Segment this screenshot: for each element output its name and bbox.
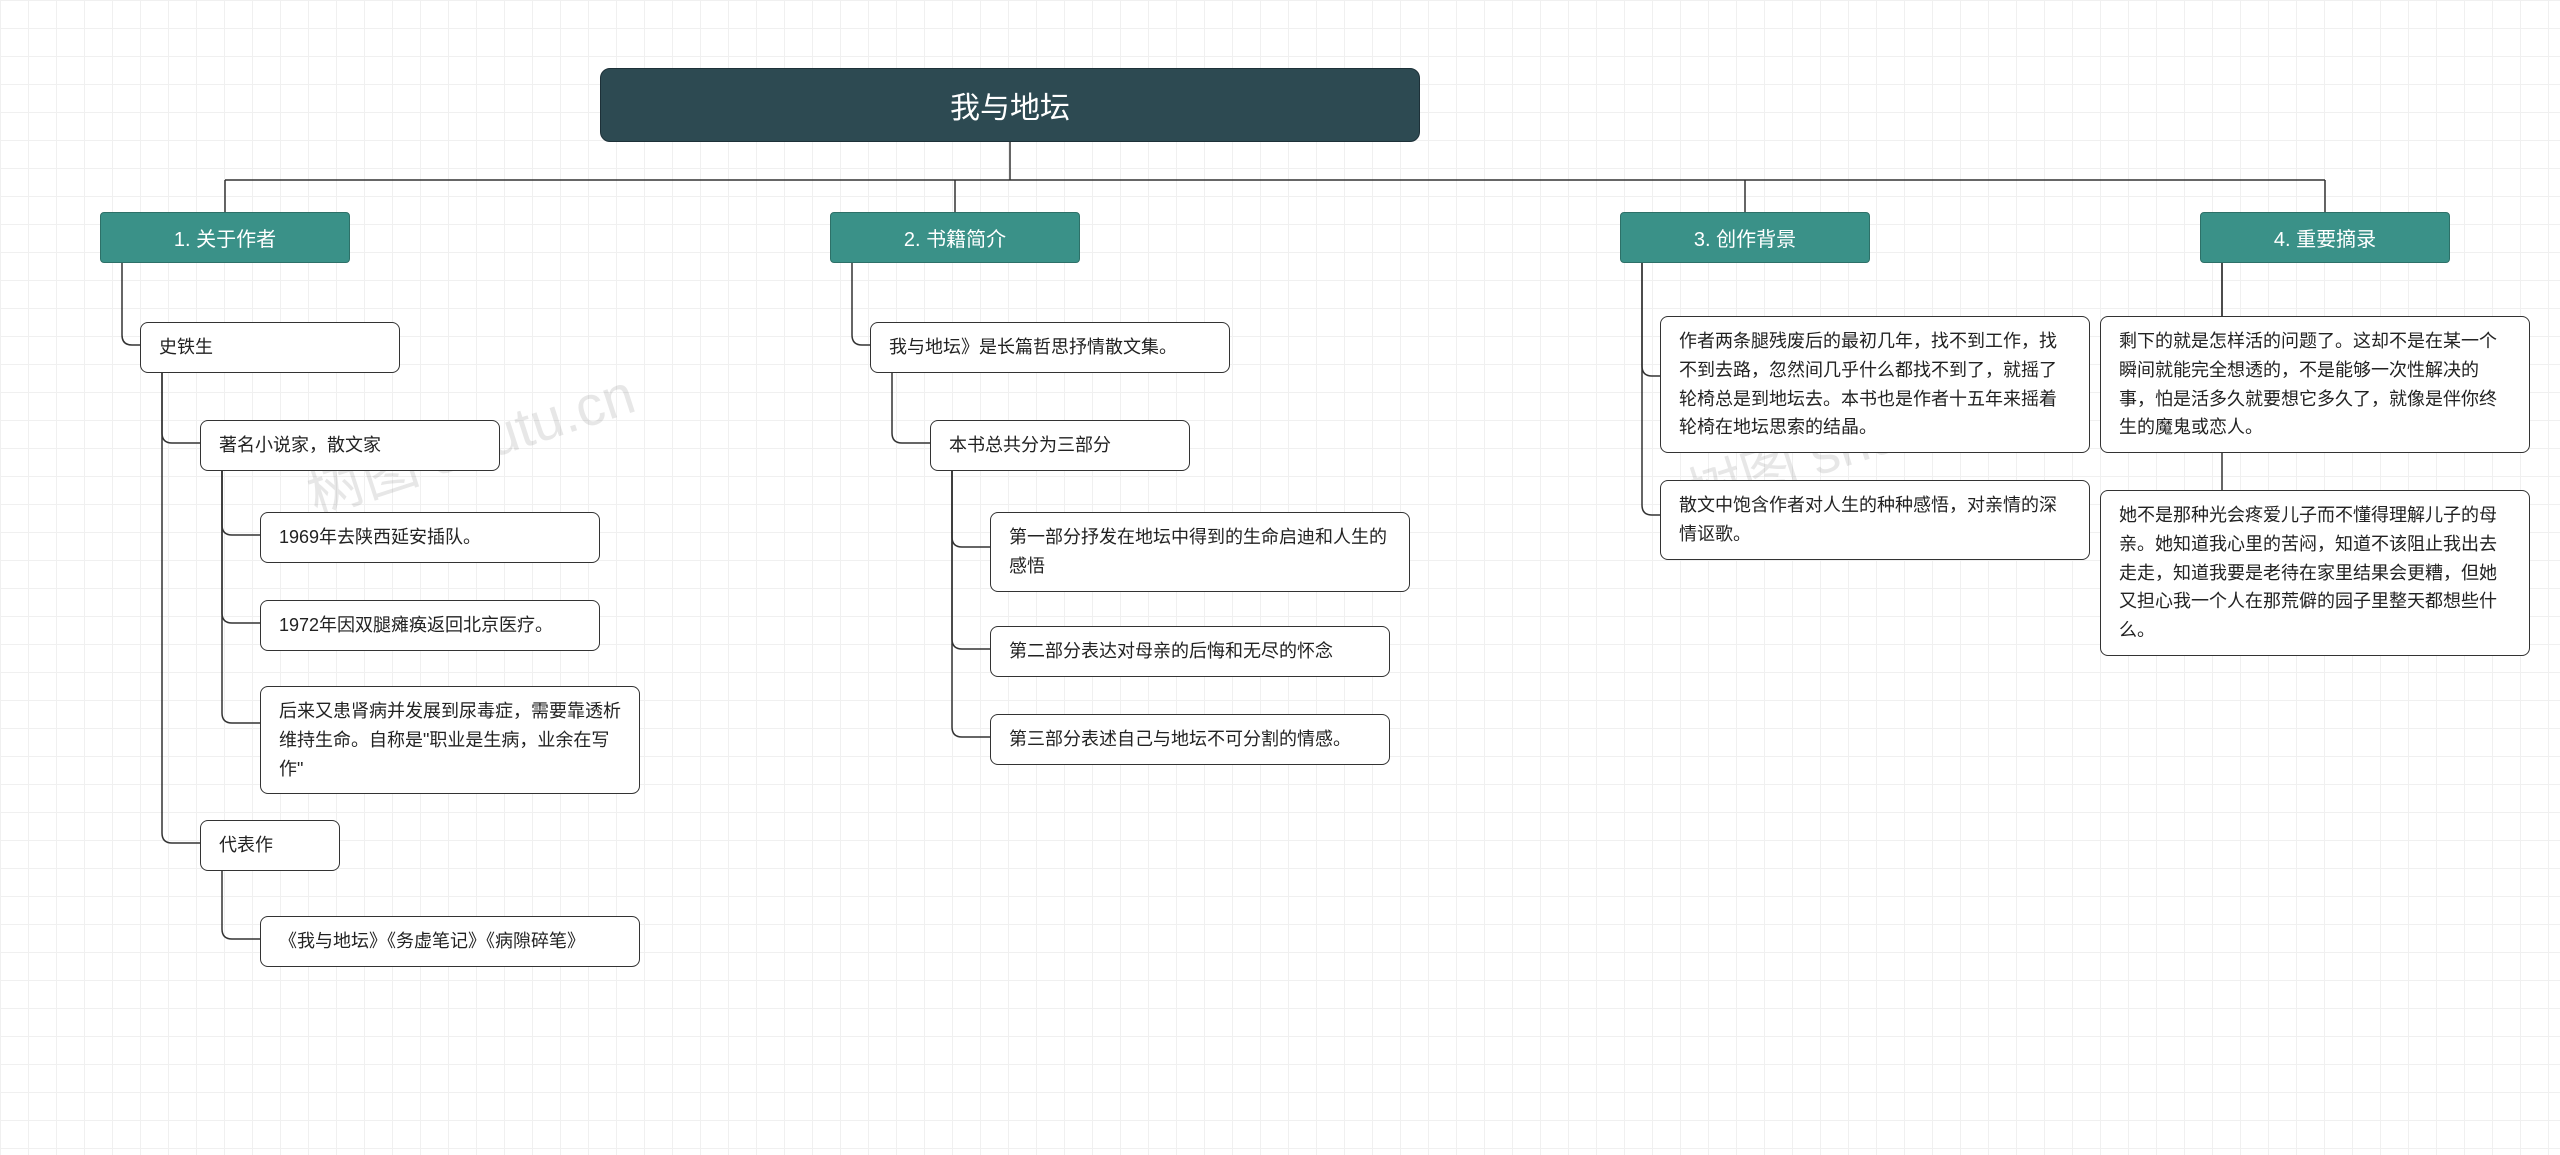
leaf-node[interactable]: 我与地坛》是长篇哲思抒情散文集。 xyxy=(870,322,1230,373)
root-node[interactable]: 我与地坛 xyxy=(600,68,1420,142)
leaf-node[interactable]: 史铁生 xyxy=(140,322,400,373)
branch-node-4[interactable]: 4. 重要摘录 xyxy=(2200,212,2450,263)
leaf-node[interactable]: 《我与地坛》《务虚笔记》《病隙碎笔》 xyxy=(260,916,640,967)
leaf-node[interactable]: 1969年去陕西延安插队。 xyxy=(260,512,600,563)
leaf-node[interactable]: 剩下的就是怎样活的问题了。这却不是在某一个瞬间就能完全想透的，不是能够一次性解决… xyxy=(2100,316,2530,453)
branch-node-2[interactable]: 2. 书籍简介 xyxy=(830,212,1080,263)
leaf-node[interactable]: 本书总共分为三部分 xyxy=(930,420,1190,471)
leaf-node[interactable]: 散文中饱含作者对人生的种种感悟，对亲情的深情讴歌。 xyxy=(1660,480,2090,560)
leaf-node[interactable]: 第二部分表达对母亲的后悔和无尽的怀念 xyxy=(990,626,1390,677)
branch-node-1[interactable]: 1. 关于作者 xyxy=(100,212,350,263)
leaf-node[interactable]: 第三部分表述自己与地坛不可分割的情感。 xyxy=(990,714,1390,765)
leaf-node[interactable]: 代表作 xyxy=(200,820,340,871)
branch-node-3[interactable]: 3. 创作背景 xyxy=(1620,212,1870,263)
leaf-node[interactable]: 作者两条腿残废后的最初几年，找不到工作，找不到去路，忽然间几乎什么都找不到了，就… xyxy=(1660,316,2090,453)
leaf-node[interactable]: 著名小说家，散文家 xyxy=(200,420,500,471)
leaf-node[interactable]: 第一部分抒发在地坛中得到的生命启迪和人生的感悟 xyxy=(990,512,1410,592)
leaf-node[interactable]: 她不是那种光会疼爱儿子而不懂得理解儿子的母亲。她知道我心里的苦闷，知道不该阻止我… xyxy=(2100,490,2530,656)
leaf-node[interactable]: 1972年因双腿瘫痪返回北京医疗。 xyxy=(260,600,600,651)
leaf-node[interactable]: 后来又患肾病并发展到尿毒症，需要靠透析维持生命。自称是"职业是生病，业余在写作" xyxy=(260,686,640,794)
